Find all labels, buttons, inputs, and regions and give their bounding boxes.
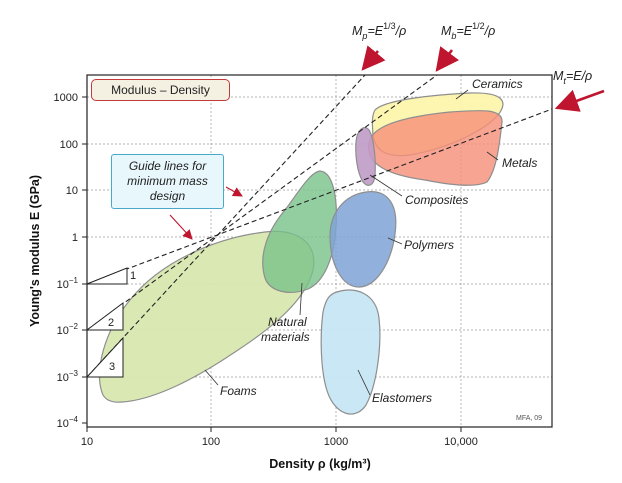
label-metals: Metals: [502, 156, 537, 170]
y-tick-1: 1: [72, 232, 78, 244]
slope-triangle-1: [86, 267, 128, 285]
y-axis-title: Young's modulus E (GPa): [28, 175, 42, 327]
label-ceramics: Ceramics: [472, 77, 523, 91]
bubble-composites: [355, 127, 376, 186]
equation-mt: Mt=E/ρ: [553, 69, 592, 86]
y-tick-1e-4: 10−4: [57, 415, 79, 430]
note-line-3: design: [149, 189, 186, 203]
slope-triangle-2: [85, 302, 124, 331]
x-tick-labels: 10 100 1000 10,000: [81, 436, 478, 448]
x-tick-10: 10: [81, 436, 93, 448]
leader-lines: [204, 89, 499, 396]
label-foams: Foams: [220, 384, 257, 398]
bubble-polymers: [329, 191, 397, 288]
guide-lines: [87, 75, 552, 378]
x-tick-10000: 10,000: [444, 436, 478, 448]
y-tick-100: 100: [60, 139, 78, 151]
slope-label-3: 3: [109, 361, 115, 373]
y-tick-1e-3: 10−3: [57, 369, 79, 384]
x-tick-100: 100: [202, 436, 220, 448]
equation-mb: Mb=E1/2/ρ: [441, 21, 495, 41]
bubble-natural-materials: [262, 170, 338, 293]
guide-line-mt: [87, 108, 552, 285]
slope-label-1: 1: [130, 270, 136, 282]
label-polymers: Polymers: [404, 238, 454, 252]
tick-marks: [82, 96, 462, 432]
legend-title-text: Modulus – Density: [111, 83, 210, 97]
label-natural-line1: Natural: [268, 315, 307, 329]
y-tick-1e-1: 10−1: [57, 276, 79, 291]
plot-frame: [86, 74, 553, 428]
guide-lines-annotation: Guide lines for minimum mass design: [111, 154, 224, 209]
bubble-elastomers: [320, 289, 381, 415]
slope-triangle-3: [85, 336, 124, 378]
label-natural-line2: materials: [261, 330, 310, 344]
slope-label-2: 2: [108, 317, 114, 329]
y-tick-10: 10: [66, 185, 78, 197]
x-axis-title: Density ρ (kg/m³): [269, 457, 371, 471]
note-arrows: [169, 186, 243, 240]
label-composites: Composites: [405, 193, 468, 207]
y-tick-labels: 10−4 10−3 10−2 10−1 1 10 100 1000: [54, 92, 79, 430]
equation-mp: Mp=E1/3/ρ: [352, 21, 406, 41]
guide-line-mb: [87, 75, 438, 331]
index-arrows: [361, 45, 605, 112]
credit-text: MFA, 09: [516, 415, 542, 422]
note-line-2: minimum mass: [127, 174, 208, 188]
guide-line-mp: [87, 75, 366, 378]
y-tick-1e-2: 10−2: [57, 322, 79, 337]
material-bubbles: [98, 92, 504, 415]
slope-markers: [85, 267, 128, 378]
y-tick-1000: 1000: [54, 92, 78, 104]
note-line-1: Guide lines for: [128, 159, 207, 173]
label-elastomers: Elastomers: [372, 391, 432, 405]
x-tick-1000: 1000: [324, 436, 348, 448]
chart-legend-title: Modulus – Density: [91, 79, 230, 101]
